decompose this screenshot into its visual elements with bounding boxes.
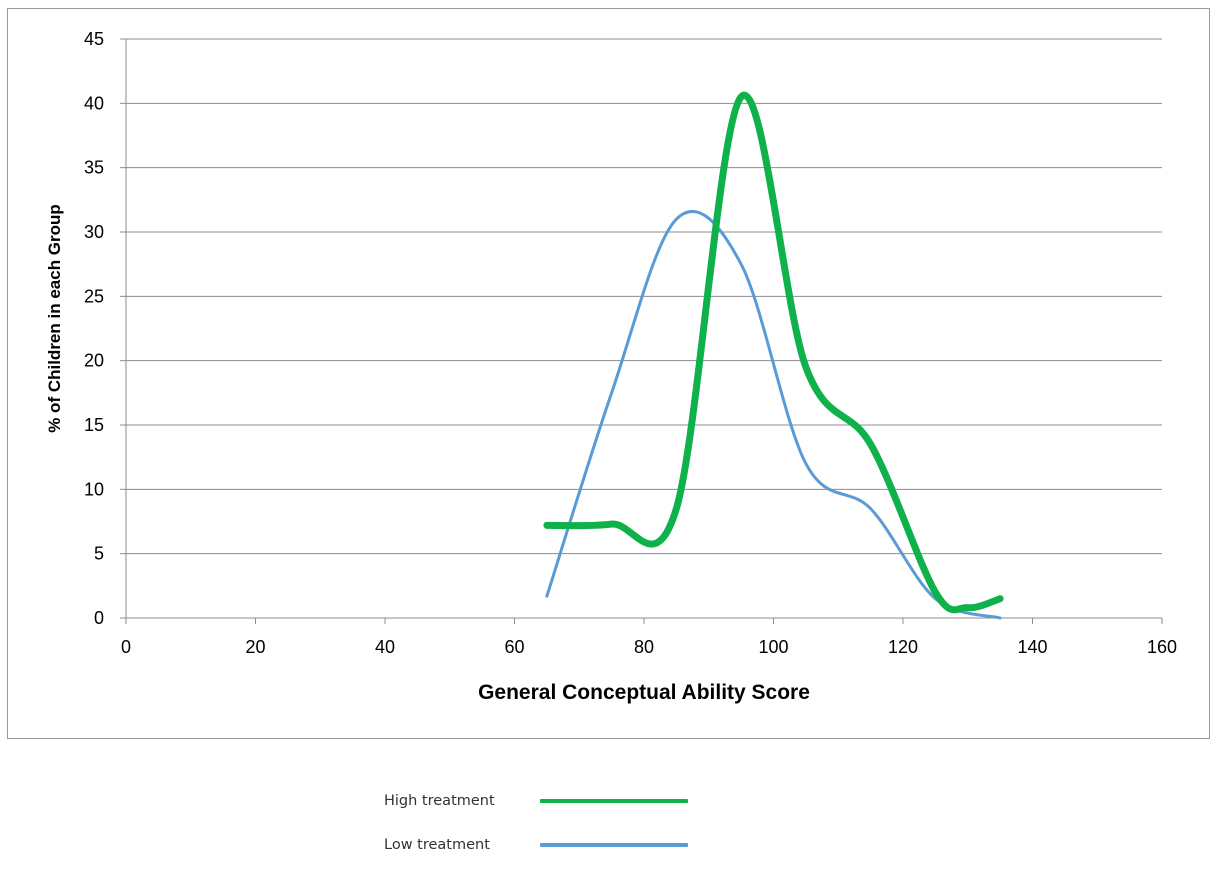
axes — [120, 38, 1163, 624]
x-tick-label-60: 60 — [504, 637, 524, 657]
legend-item-high-treatment: High treatment — [384, 788, 688, 814]
y-tick-label-45: 45 — [84, 29, 104, 49]
chart-area: 0 5 10 15 20 25 30 35 40 45 0 20 40 60 80 100 120 140 160 … — [7, 8, 1210, 739]
legend-label-low-treatment: Low treatment — [384, 837, 490, 853]
y-tick-label-40: 40 — [84, 93, 104, 113]
x-tick-label-140: 140 — [1017, 637, 1047, 657]
legend-swatch-high-treatment — [540, 799, 688, 803]
x-tick-label-160: 160 — [1147, 637, 1177, 657]
x-tick-label-120: 120 — [888, 637, 918, 657]
x-tick-label-80: 80 — [634, 637, 654, 657]
y-tick-label-5: 5 — [94, 544, 104, 564]
x-tick-label-20: 20 — [245, 637, 265, 657]
legend-item-low-treatment: Low treatment — [384, 832, 688, 858]
y-tick-label-15: 15 — [84, 415, 104, 435]
x-tick-label-100: 100 — [758, 637, 788, 657]
legend-label-high-treatment: High treatment — [384, 793, 495, 809]
y-tick-label-30: 30 — [84, 222, 104, 242]
series-line-high-treatment — [543, 91, 1004, 614]
series-lines — [543, 91, 1004, 620]
x-axis-title: General Conceptual Ability Score — [478, 681, 810, 704]
gridlines — [126, 38, 1162, 555]
x-tick-label-0: 0 — [121, 637, 131, 657]
y-tick-label-0: 0 — [94, 608, 104, 628]
y-tick-label-10: 10 — [84, 479, 104, 499]
series-line-low-treatment — [545, 209, 1002, 620]
y-tick-label-35: 35 — [84, 158, 104, 178]
tick-labels: 0 5 10 15 20 25 30 35 40 45 0 20 40 60 80 100 120 140 160 — [84, 29, 1177, 657]
y-tick-label-20: 20 — [84, 351, 104, 371]
x-tick-label-40: 40 — [375, 637, 395, 657]
legend-swatch-low-treatment — [540, 843, 688, 847]
y-axis-title: % of Children in each Group — [45, 204, 64, 433]
y-tick-label-25: 25 — [84, 286, 104, 306]
legend: High treatment Low treatment — [384, 788, 704, 868]
